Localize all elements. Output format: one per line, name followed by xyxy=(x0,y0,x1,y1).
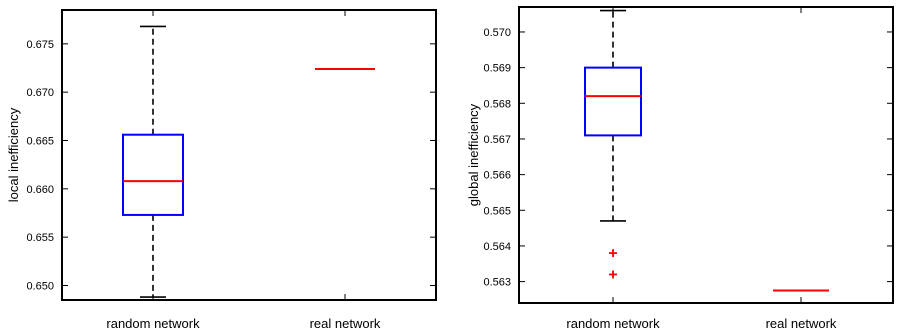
y-axis-label: local inefficiency xyxy=(6,107,21,202)
y-tick-label: 0.565 xyxy=(483,205,511,217)
category-label: real network xyxy=(310,316,381,331)
y-tick-label: 0.566 xyxy=(483,170,511,182)
category-label: random network xyxy=(106,316,200,331)
y-tick-label: 0.569 xyxy=(483,63,511,75)
outlier-point xyxy=(609,249,617,258)
y-tick-label: 0.675 xyxy=(26,39,54,51)
category-label: random network xyxy=(566,316,660,331)
global-inefficiency-panel: 0.563 0.564 0.565 0.566 0.567 0.568 0.569 0.570… xyxy=(466,6,894,331)
plot-frame xyxy=(518,6,894,304)
outlier-point xyxy=(609,270,617,279)
y-tick-label: 0.563 xyxy=(483,277,511,289)
y-tick-label: 0.650 xyxy=(26,281,54,293)
local-inefficiency-panel: 0.650 0.655 0.660 0.665 0.670 0.675 random net… xyxy=(6,9,437,331)
box-iqr xyxy=(584,66,642,137)
box-iqr xyxy=(122,133,184,216)
y-tick-label: 0.567 xyxy=(483,134,511,146)
y-tick-label: 0.564 xyxy=(483,241,511,253)
y-axis-label: global inefficiency xyxy=(466,103,481,206)
y-tick-label: 0.655 xyxy=(26,232,54,244)
y-tick-label: 0.660 xyxy=(26,184,54,196)
plot-frame xyxy=(61,9,437,301)
category-label: real network xyxy=(766,316,837,331)
y-tick-label: 0.568 xyxy=(483,98,511,110)
y-tick-label: 0.665 xyxy=(26,136,54,148)
y-tick-label: 0.570 xyxy=(483,27,511,39)
y-tick-label: 0.670 xyxy=(26,87,54,99)
